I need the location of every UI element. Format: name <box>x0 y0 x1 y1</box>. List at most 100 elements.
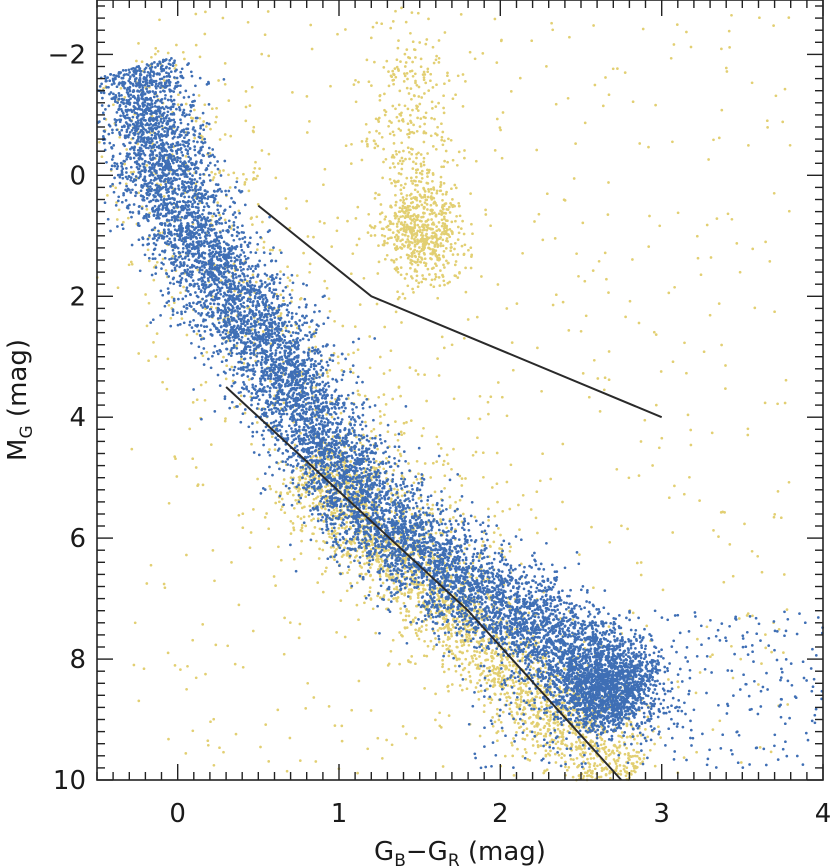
data-point <box>444 202 448 205</box>
data-point <box>347 353 350 356</box>
data-point <box>429 227 433 231</box>
data-point <box>173 664 177 667</box>
data-point <box>417 497 421 500</box>
data-point <box>298 622 302 626</box>
data-point <box>474 633 477 637</box>
data-point <box>450 649 453 653</box>
data-point <box>561 500 564 504</box>
data-point <box>591 744 595 748</box>
data-point <box>142 667 146 671</box>
data-point <box>397 39 400 42</box>
data-point <box>402 149 405 153</box>
data-point <box>434 214 438 218</box>
data-point <box>514 680 518 684</box>
data-point <box>400 162 404 166</box>
data-point <box>475 667 479 670</box>
data-point <box>489 673 492 677</box>
data-point <box>213 172 217 176</box>
data-point <box>562 198 566 202</box>
data-point <box>627 476 631 480</box>
data-point <box>442 215 446 219</box>
data-point <box>433 117 436 121</box>
data-point <box>407 92 411 95</box>
data-point <box>395 115 399 119</box>
data-point <box>504 655 508 659</box>
data-point <box>404 209 408 213</box>
data-point <box>474 450 478 454</box>
data-point <box>454 219 457 223</box>
data-point <box>648 748 652 752</box>
data-point <box>475 640 479 644</box>
data-point <box>188 427 192 431</box>
data-point <box>418 41 422 44</box>
data-point <box>426 195 430 199</box>
data-point <box>304 524 308 528</box>
data-point <box>526 758 530 761</box>
data-point <box>625 746 628 750</box>
data-point <box>435 133 439 137</box>
data-point <box>422 251 426 255</box>
data-point <box>652 330 656 334</box>
data-point <box>623 752 627 756</box>
data-point <box>508 707 512 711</box>
data-point <box>339 599 343 602</box>
data-point <box>400 156 404 160</box>
data-point <box>421 248 425 252</box>
data-point <box>418 200 422 203</box>
data-point <box>596 377 600 380</box>
data-point <box>260 149 264 152</box>
data-point <box>390 205 393 209</box>
data-point <box>443 486 446 490</box>
data-point <box>379 421 383 425</box>
data-point <box>411 287 414 291</box>
data-point <box>484 658 487 662</box>
data-point <box>250 85 254 89</box>
data-point <box>479 689 483 693</box>
data-point <box>615 759 619 762</box>
data-point <box>401 557 405 560</box>
data-point <box>420 176 424 180</box>
data-point <box>575 252 578 256</box>
data-point <box>439 185 442 189</box>
data-point <box>433 490 437 494</box>
data-point <box>399 454 403 458</box>
data-point <box>217 79 220 82</box>
data-point <box>198 116 202 120</box>
data-point <box>393 487 396 491</box>
data-point <box>439 181 443 184</box>
data-point <box>413 188 417 192</box>
data-point <box>377 120 381 123</box>
data-point <box>669 56 673 60</box>
data-point <box>522 729 526 732</box>
data-point <box>417 600 421 604</box>
data-point <box>437 39 441 42</box>
data-point <box>345 521 349 524</box>
data-point <box>336 531 340 535</box>
data-point <box>566 96 570 100</box>
data-point <box>602 748 606 751</box>
data-point <box>450 220 454 224</box>
data-point <box>278 248 282 252</box>
data-point <box>369 597 373 600</box>
data-point <box>242 172 245 176</box>
data-point <box>403 626 407 629</box>
data-point <box>381 581 385 585</box>
data-point <box>399 266 403 269</box>
data-point <box>485 681 489 685</box>
data-point <box>549 749 552 753</box>
data-point <box>426 223 430 227</box>
data-point <box>194 466 198 469</box>
data-point <box>445 239 448 243</box>
data-point <box>535 490 539 494</box>
data-point <box>764 633 767 636</box>
data-point <box>427 242 431 246</box>
data-point <box>383 549 386 553</box>
data-point <box>642 757 646 760</box>
data-point <box>486 674 490 678</box>
data-point <box>289 476 293 480</box>
data-point <box>418 250 422 254</box>
data-point <box>561 735 565 739</box>
data-point <box>524 751 528 754</box>
data-point <box>473 654 477 657</box>
data-point <box>545 700 549 704</box>
